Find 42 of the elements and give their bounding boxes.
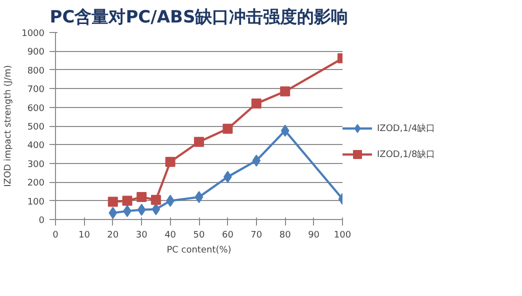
y-tick-label: 500 [27,122,45,132]
y-tick-label: 700 [27,85,45,96]
point [252,154,261,167]
x-tick-label: 90 [308,230,320,240]
point [165,156,176,167]
point [108,196,118,207]
point [280,86,290,96]
point [137,204,146,216]
point [122,196,132,206]
x-tick-label: 50 [193,230,205,240]
y-tick-label: 300 [27,160,45,170]
x-tick-label: 10 [78,230,90,240]
point [108,206,118,219]
y-tick-label: 100 [27,197,45,208]
x-tick-label: 60 [222,230,234,240]
y-tick-label: 900 [27,48,45,58]
point [194,136,204,147]
y-axis-title: IZOD impact strength (J/m) [4,65,14,187]
chart-title: PC含量对PC/ABS缺口冲击强度的影响 [50,8,348,28]
point [194,191,204,204]
y-tick-label: 400 [27,141,45,152]
y-tick-label: 200 [27,178,45,189]
y-tick-label: 1000 [22,29,45,39]
point [152,203,160,216]
x-tick-label: 80 [279,230,292,240]
x-tick-label: 70 [250,230,262,240]
y-tick-label: 0 [38,216,45,226]
x-tick-label: 30 [136,230,148,240]
x-axis-title: PC content(%) [166,246,232,256]
point [136,192,147,202]
x-tick-label: 40 [164,230,176,240]
point [280,124,290,137]
x-tick-label: 20 [107,230,119,240]
legend-label: IZOD,1/8缺口 [377,148,436,160]
x-tick-label: 0 [52,230,59,240]
legend-label: IZOD,1/4缺口 [377,122,436,134]
point [150,194,161,205]
point [222,124,233,134]
x-tick-label: 100 [334,230,352,240]
point [251,98,262,109]
y-tick-label: 600 [27,104,45,114]
y-tick-label: 800 [27,66,45,76]
